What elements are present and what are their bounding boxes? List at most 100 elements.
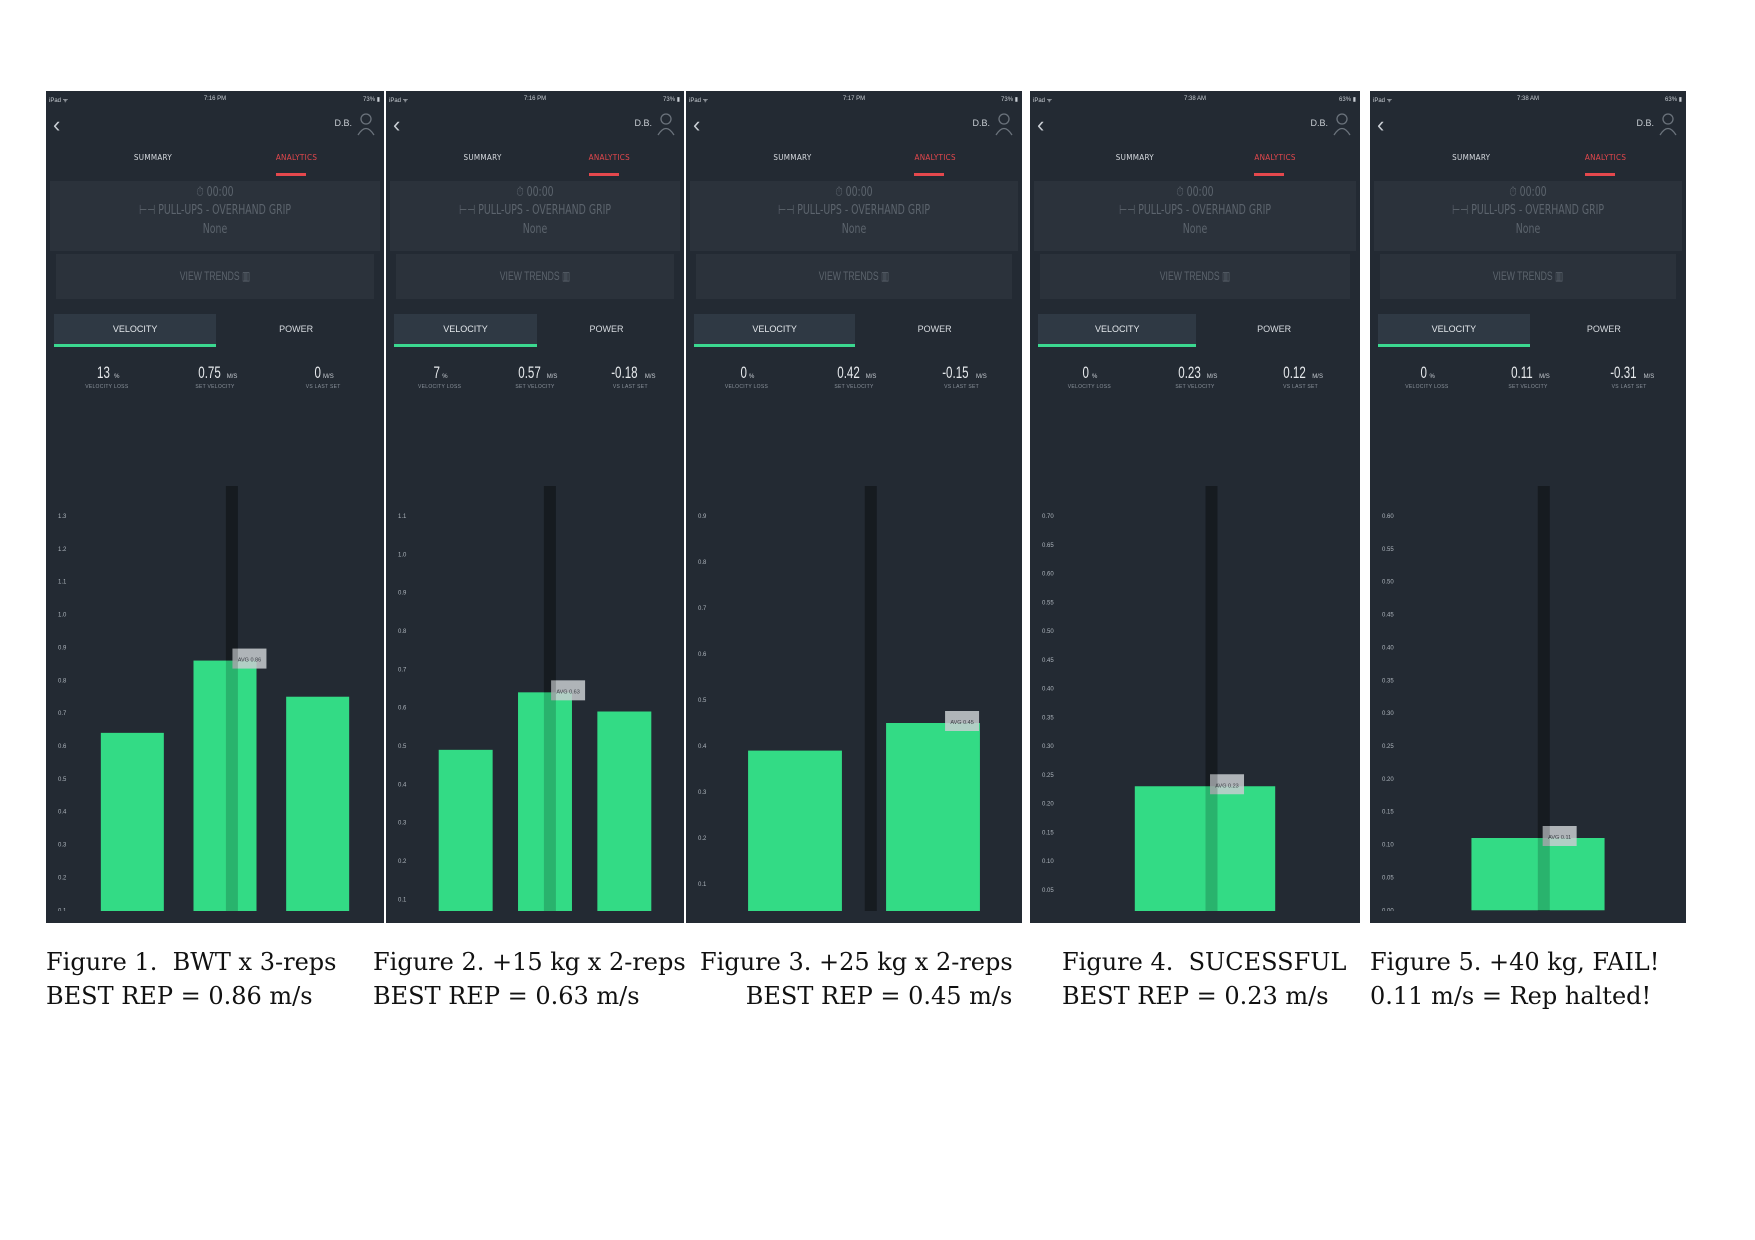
view-trends-button[interactable]: VIEW TRENDS ▥ [1040,254,1350,299]
exercise-name: ⊢⊣ PULL-UPS - OVERHAND GRIP [138,203,291,218]
user-avatar-icon[interactable] [357,112,375,136]
y-tick-label: 0.5 [58,777,67,783]
metric-3: -0.15 M/S VS LAST SET [917,363,1007,390]
tab-summary[interactable]: SUMMARY [463,153,502,162]
metric-unit: M/S [226,374,238,380]
tab-analytics[interactable]: ANALYTICS [588,153,631,162]
scrub-overlay [1537,486,1550,911]
y-tick-label: 0.7 [698,606,707,612]
tab-analytics[interactable]: ANALYTICS [1254,153,1296,162]
metric-unit: % [114,374,120,380]
status-time: 7:16 PM [203,96,227,102]
metric-label: VELOCITY LOSS [1405,384,1449,390]
app-screenshot-4: iPad ᯤ 7:38 AM 63% ▮ ‹ D.B. SUMMARY ANALYTICS ⏱… [1030,91,1360,923]
view-trends-button[interactable]: VIEW TRENDS ▥ [696,254,1012,299]
y-tick-label: 0.05 [1042,888,1054,894]
metric-unit: % [1429,374,1435,380]
view-trends-text: VIEW TRENDS [818,269,879,283]
active-tab-indicator [588,173,619,176]
y-tick-label: 0.30 [1382,711,1394,717]
view-trends-text: VIEW TRENDS [1159,269,1220,283]
metric-value: 0 [1420,363,1427,382]
tab-velocity[interactable]: VELOCITY [54,314,217,347]
caption-line-2: BEST REP = 0.23 m/s [1062,982,1329,1010]
figure-caption-3: Figure 3. +25 kg x 2-reps BEST REP = 0.4… [700,945,1013,1013]
y-tick-label: 0.55 [1042,600,1054,606]
tab-summary[interactable]: SUMMARY [773,153,812,162]
back-chevron-icon[interactable]: ‹ [693,112,701,137]
y-tick-label: 0.8 [698,560,707,566]
user-avatar-icon[interactable] [1659,112,1677,136]
y-tick-label: 0.50 [1382,580,1394,586]
metric-unit: M/S [1206,374,1218,380]
user-avatar-icon[interactable] [995,112,1013,136]
y-tick-label: 0.5 [398,744,407,750]
tab-power[interactable]: POWER [917,324,952,334]
y-tick-label: 0.9 [698,514,707,520]
velocity-bar-chart: 1.11.00.90.80.70.60.50.40.30.20.10.0-0.1… [398,486,652,911]
metric-value-line: -0.31 M/S [1584,363,1674,383]
user-avatar-icon[interactable] [1333,112,1351,136]
y-tick-label: 0.15 [1042,830,1054,836]
tab-analytics[interactable]: ANALYTICS [275,153,318,162]
tab-velocity[interactable]: VELOCITY [694,314,856,347]
tab-summary[interactable]: SUMMARY [133,153,173,162]
workout-info-box: ⏱ 00:00 ⊢⊣ PULL-UPS - OVERHAND GRIP None [50,181,380,251]
metric-value: 7 [433,363,440,382]
user-initials: D.B. [334,118,352,128]
back-chevron-icon[interactable]: ‹ [1377,112,1385,137]
figure-caption-5: Figure 5. +40 kg, FAIL! 0.11 m/s = Rep ha… [1370,945,1659,1013]
battery-indicator: 73% ▮ [663,97,680,103]
y-tick-label: 0.65 [1042,543,1054,549]
metric-unit: M/S [976,374,987,380]
workout-info-box: ⏱ 00:00 ⊢⊣ PULL-UPS - OVERHAND GRIP None [390,181,680,251]
bar-chart-icon: ▥ [878,269,890,283]
back-chevron-icon[interactable]: ‹ [1037,112,1045,137]
metric-label: VS LAST SET [1283,384,1319,390]
view-trends-button[interactable]: VIEW TRENDS ▥ [1380,254,1676,299]
tab-analytics[interactable]: ANALYTICS [1584,153,1627,162]
metric-value: 0.75 [197,363,221,382]
metric-value: 13 [97,363,111,382]
battery-indicator: 73% ▮ [363,97,380,103]
velocity-bar-chart: 0.70 0.65 0.60 0.55 0.50 0.45 0.40 0.35 0.30 0.25… [1042,486,1276,911]
tab-analytics[interactable]: ANALYTICS [914,153,956,162]
back-chevron-icon[interactable]: ‹ [53,112,61,137]
user-avatar-icon[interactable] [657,112,675,136]
tab-power[interactable]: POWER [279,324,314,334]
view-trends-button[interactable]: VIEW TRENDS ▥ [396,254,674,299]
metric-label: VS LAST SET [612,384,648,390]
timer-label: ⏱ 00:00 [1509,185,1547,200]
view-trends-button[interactable]: VIEW TRENDS ▥ [56,254,374,299]
metric-3: -0.18 M/S VS LAST SET [585,363,675,390]
y-tick-label: 0.00 [1382,908,1394,911]
tab-power[interactable]: POWER [1586,324,1621,334]
tab-summary[interactable]: SUMMARY [1452,153,1491,162]
bar-rep-2 [518,692,572,911]
y-tick-label: 0.05 [1382,875,1394,881]
metric-1: 0% VELOCITY LOSS [1382,363,1472,390]
tab-velocity[interactable]: VELOCITY [1038,314,1197,347]
metric-value: 0.57 [517,363,541,382]
app-screenshot-5: iPad ᯤ 7:38 AM 63% ▮ ‹ D.B. SUMMARY ANALYTICS ⏱… [1370,91,1686,923]
user-initials: D.B. [1310,118,1328,128]
bar-rep-2 [193,660,257,911]
y-tick-label: 0.7 [398,667,407,673]
back-chevron-icon[interactable]: ‹ [393,112,401,137]
exercise-name: ⊢⊣ PULL-UPS - OVERHAND GRIP [1118,203,1271,218]
tab-summary[interactable]: SUMMARY [1115,153,1154,162]
scrub-overlay [543,486,556,911]
y-tick-label: 0.40 [1042,687,1054,693]
y-tick-label: 0.25 [1382,744,1394,750]
tab-power[interactable]: POWER [589,324,624,334]
y-tick-label: 0.4 [698,744,707,750]
tab-velocity[interactable]: VELOCITY [1378,314,1530,347]
tab-power[interactable]: POWER [1257,324,1292,334]
status-bar: iPad ᯤ 7:17 PM 73% ▮ [686,94,1022,106]
app-screenshot-3: iPad ᯤ 7:17 PM 73% ▮ ‹ D.B. SUMMARY ANALYTICS ⏱… [686,91,1022,923]
y-tick-label: 0.50 [1042,629,1054,635]
y-tick-label: 0.10 [1042,859,1054,865]
tab-velocity[interactable]: VELOCITY [394,314,538,347]
figure-caption-4: Figure 4. SUCESSFUL BEST REP = 0.23 m/s [1062,945,1346,1013]
scrub-overlay [1205,486,1218,911]
